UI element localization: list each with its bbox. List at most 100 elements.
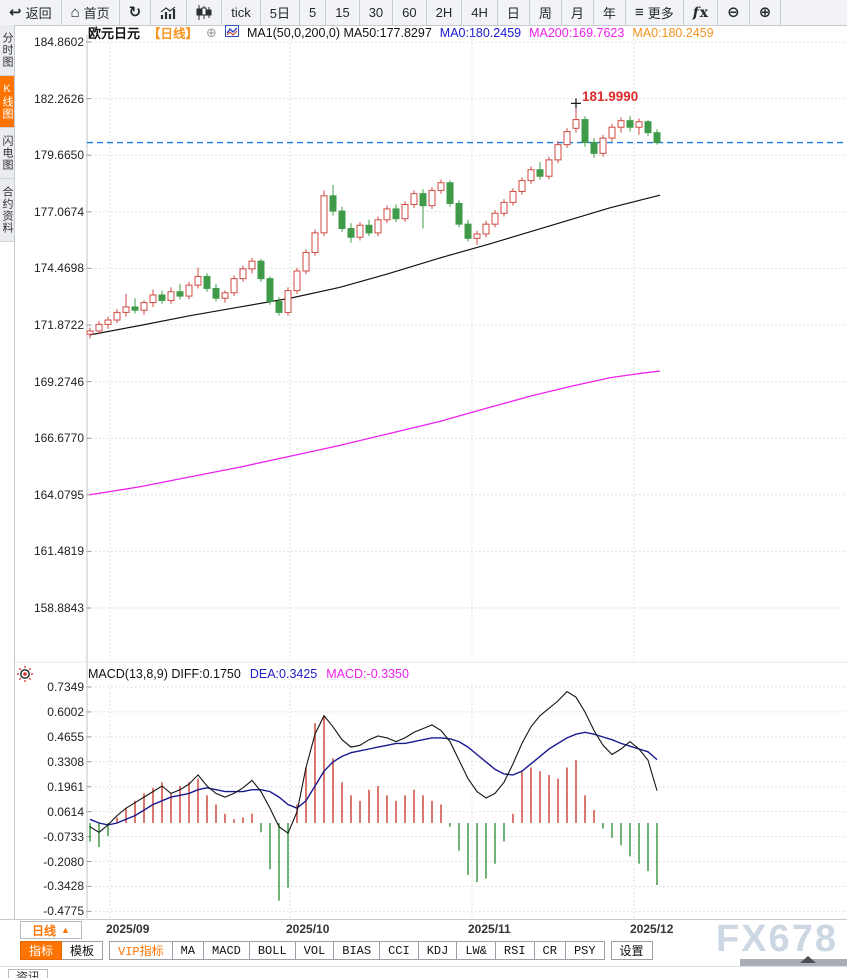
ma200-label: MA200:169.7623 (529, 25, 625, 40)
tab-psy[interactable]: PSY (565, 941, 605, 960)
candle-chart-icon (196, 5, 212, 20)
interval-tick-button-label: tick (231, 5, 251, 20)
indicator-tab-bar: 指标 模板 VIP指标 MA MACD BOLL VOL BIAS CCI KDJ LW& RSI CR… (20, 941, 653, 960)
y-axis-label: 184.8602 (33, 35, 84, 49)
macd-header: MACD(13,8,9) DIFF:0.1750 DEA:0.3425 MACD… (88, 667, 409, 681)
back-button[interactable]: ↩ 返回 (0, 0, 62, 25)
watermark: FX678 (716, 918, 838, 960)
sidebar-tab-1[interactable]: K线图 (0, 76, 14, 128)
candle-chart-button[interactable] (187, 0, 223, 25)
more-button-label: 更多 (647, 6, 674, 21)
macd-y-axis-label: -0.4775 (43, 904, 84, 919)
home-icon: ⌂ (70, 4, 80, 21)
interval-2h-button[interactable]: 2H (427, 0, 463, 25)
interval-2h-button-label: 2H (435, 5, 453, 20)
x-axis-month-label: 2025/10 (286, 922, 330, 936)
refresh-button[interactable]: ↻ (120, 0, 152, 25)
interval-60m-button[interactable]: 60 (393, 0, 427, 25)
sidebar-tab-2[interactable]: 闪电图 (0, 128, 14, 179)
macd-y-axis-label: -0.0733 (43, 829, 84, 844)
interval-4h-button-label: 4H (471, 5, 488, 20)
news-tab[interactable]: 资讯 (8, 969, 48, 978)
macd-y-axis-label: 0.1961 (47, 779, 84, 794)
collapse-handle-bar[interactable] (740, 959, 847, 966)
interval-5d-button[interactable]: 5日 (261, 0, 300, 25)
interval-daily-button[interactable]: 日 (498, 0, 530, 25)
fx-indicator-icon: fx (692, 4, 709, 21)
interval-60m-button-label: 60 (402, 5, 417, 20)
period-dropdown-button[interactable]: 日线 ▲ (20, 921, 82, 939)
line-chart-button[interactable] (151, 0, 188, 25)
interval-monthly-button-label: 月 (570, 6, 584, 21)
interval-yearly-button[interactable]: 年 (594, 0, 626, 25)
y-axis-label: 179.6650 (33, 148, 84, 163)
y-axis-label: 158.8843 (33, 601, 84, 615)
y-axis-label: 174.4698 (33, 261, 84, 276)
tab-templates[interactable]: 模板 (62, 941, 104, 960)
back-icon: ↩ (9, 4, 22, 21)
macd-value-label: MACD:-0.3350 (326, 667, 409, 681)
macd-y-axis-label: -0.2080 (43, 854, 84, 869)
axis-divider (0, 919, 847, 920)
y-axis-label: 164.0795 (33, 487, 84, 502)
zoom-in-button[interactable]: ⊕ (750, 0, 782, 25)
dea-value-label: DEA:0.3425 (249, 667, 318, 681)
interval-tick-button[interactable]: tick (222, 0, 261, 25)
interval-15m-button-label: 15 (335, 5, 350, 20)
more-button[interactable]: ≡ 更多 (626, 0, 684, 25)
sidebar-tab-0[interactable]: 分时图 (0, 25, 14, 76)
tab-macd[interactable]: MACD (204, 941, 250, 960)
ma0-orange-label: MA0:180.2459 (632, 25, 714, 40)
sun-icon[interactable] (16, 665, 34, 683)
left-sidebar: 分时图 K线图 闪电图 合约资料 (0, 25, 15, 919)
interval-monthly-button[interactable]: 月 (562, 0, 594, 25)
tab-settings[interactable]: 设置 (610, 941, 653, 960)
tab-rsi[interactable]: RSI (495, 941, 535, 960)
macd-params-label: MACD(13,8,9) DIFF:0.1750 (88, 667, 241, 681)
top-toolbar: ↩ 返回 ⌂ 首页 ↻ tick 5日 5 15 30 60 2H 4H 日周月年 ≡ 更多 fx ⊖ ⊕ (0, 0, 847, 26)
interval-weekly-button[interactable]: 周 (530, 0, 562, 25)
tab-kdj[interactable]: KDJ (418, 941, 458, 960)
tab-boll[interactable]: BOLL (249, 941, 296, 960)
high-price-label: 181.9990 (582, 89, 639, 104)
zoom-out-icon: ⊖ (727, 4, 740, 21)
ma-chart-icon (224, 25, 239, 40)
zoom-in-icon: ⊕ (758, 4, 772, 21)
tab-vip-indicators[interactable]: VIP指标 (109, 941, 173, 960)
interval-yearly-button-label: 年 (602, 6, 616, 21)
tab-indicators[interactable]: 指标 (20, 941, 63, 960)
macd-y-axis-label: -0.3428 (43, 879, 84, 894)
tab-ma[interactable]: MA (172, 941, 205, 960)
interval-weekly-button-label: 周 (538, 6, 552, 21)
home-button-label: 首页 (83, 6, 110, 21)
tab-lw[interactable]: LW& (457, 941, 496, 960)
x-axis-month-label: 2025/09 (106, 922, 150, 936)
tab-cr[interactable]: CR (534, 941, 566, 960)
tab-bias[interactable]: BIAS (334, 941, 381, 960)
interval-5m-button[interactable]: 5 (300, 0, 327, 25)
interval-30m-button[interactable]: 30 (360, 0, 394, 25)
y-axis-label: 177.0674 (33, 204, 84, 219)
macd-y-axis-label: 0.3308 (47, 754, 84, 769)
x-axis-month-label: 2025/12 (630, 922, 674, 936)
back-button-label: 返回 (25, 6, 52, 21)
zoom-out-button[interactable]: ⊖ (718, 0, 750, 25)
fx-indicator-button[interactable]: fx (684, 0, 719, 25)
collapse-arrow-icon[interactable] (800, 956, 816, 963)
home-button[interactable]: ⌂ 首页 (62, 0, 120, 25)
add-icon[interactable]: ⊕ (206, 24, 217, 40)
macd-y-axis-label: 0.4655 (47, 729, 84, 744)
interval-4h-button[interactable]: 4H (462, 0, 498, 25)
tab-vol[interactable]: VOL (295, 941, 335, 960)
triangle-up-icon: ▲ (61, 925, 70, 935)
line-chart-icon (160, 6, 177, 20)
interval-15m-button[interactable]: 15 (326, 0, 360, 25)
tab-cci[interactable]: CCI (380, 941, 419, 960)
more-icon: ≡ (634, 4, 644, 21)
sidebar-tab-3[interactable]: 合约资料 (0, 179, 14, 242)
y-axis-label: 171.8722 (33, 318, 84, 332)
symbol-name: 欧元日元 (88, 26, 141, 41)
refresh-icon: ↻ (128, 4, 142, 21)
